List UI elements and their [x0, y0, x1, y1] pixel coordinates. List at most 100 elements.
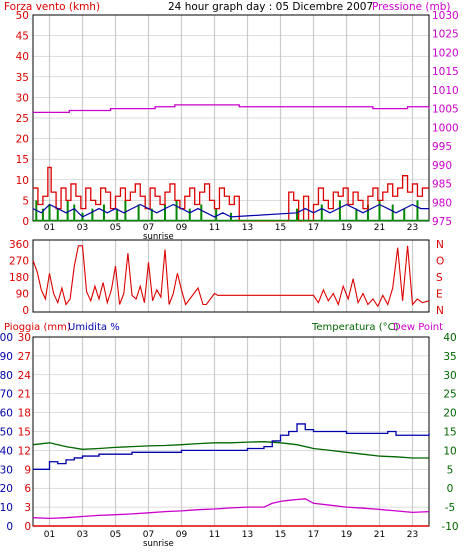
humidity-ticks: 0 10 20 30 40 50 60 70 80 90 100 — [0, 332, 13, 533]
pressure-tick-label: 1000 — [432, 122, 459, 134]
x-tick-label: 21 — [374, 530, 385, 540]
direction-series — [32, 245, 430, 308]
rain-tick-label: 18 — [18, 408, 31, 420]
humidity-tick-label: 70 — [0, 389, 13, 401]
wind-direction-line — [32, 245, 430, 308]
rain-axis-label: Pioggia (mm) — [4, 322, 71, 333]
rain-tick-label: 21 — [18, 389, 31, 401]
pressure-line — [33, 104, 430, 114]
x-tick-label: 05 — [110, 223, 121, 233]
x-tick-label: 21 — [374, 223, 385, 233]
temperature-tick-label: 30 — [443, 370, 456, 382]
temperature-tick-label: 25 — [443, 389, 456, 401]
pressure-tick-label: 1025 — [432, 29, 459, 41]
x-tick-label: 01 — [44, 530, 55, 540]
x-tick-label: 19 — [341, 530, 353, 540]
sunrise-label-bottom: sunrise — [143, 539, 174, 549]
pressure-tick-label: 1015 — [432, 66, 459, 78]
humidity-temperature-series — [32, 423, 430, 527]
x-tick-label: 23 — [407, 530, 418, 540]
humidity-tick-label: 100 — [0, 332, 13, 344]
rain-tick-label: 15 — [18, 427, 31, 439]
wind-tick-label: 10 — [16, 175, 29, 187]
x-tick-label: 17 — [308, 223, 319, 233]
rain-tick-label: 0 — [24, 521, 31, 533]
direction-degree-label: 90 — [16, 289, 29, 301]
x-tick-label: 13 — [242, 223, 253, 233]
humidity-tick-label: 50 — [0, 427, 13, 439]
x-tick-label: 17 — [308, 530, 319, 540]
wind-speed-ticks: 0 5 10 15 20 25 30 35 40 45 50 — [16, 10, 29, 228]
temperature-tick-label: 5 — [447, 464, 454, 476]
wind-pressure-series — [32, 104, 430, 222]
wind-tick-label: 45 — [16, 31, 29, 43]
x-tick-label: 01 — [44, 223, 55, 233]
humidity-tick-label: 0 — [6, 521, 13, 533]
rain-tick-label: 27 — [18, 351, 31, 363]
direction-degree-label: 180 — [9, 272, 29, 284]
pressure-ticks: 975 980 985 990 995 1000 1005 1010 1015 1020 1025 1… — [432, 10, 459, 228]
rain-tick-label: 24 — [18, 370, 32, 382]
temperature-tick-label: 10 — [443, 445, 456, 457]
wind-tick-label: 30 — [16, 92, 29, 104]
temperature-tick-label: 35 — [443, 351, 456, 363]
x-tick-label: 15 — [275, 530, 286, 540]
temperature-tick-label: 40 — [443, 332, 456, 344]
temperature-tick-label: -5 — [445, 502, 455, 514]
direction-degree-label: 0 — [22, 305, 29, 317]
temperature-tick-label: 15 — [443, 427, 456, 439]
rain-tick-label: 9 — [24, 464, 31, 476]
direction-degree-ticks: 0 90 180 270 360 — [9, 239, 29, 317]
rain-tick-label: 6 — [24, 483, 31, 495]
humidity-tick-label: 80 — [0, 370, 13, 382]
pressure-tick-label: 990 — [432, 160, 452, 172]
wind-tick-label: 50 — [16, 10, 29, 22]
wind-pressure-x-ticks: 01 03 05 07 09 11 13 15 17 19 21 23 — [44, 223, 418, 233]
wind-gust-line — [33, 166, 429, 222]
wind-tick-label: 15 — [16, 154, 29, 166]
rain-ticks: 0 3 6 9 12 15 18 21 24 27 30 — [18, 332, 32, 533]
rain-tick-label: 3 — [24, 502, 31, 514]
x-tick-label: 15 — [275, 223, 286, 233]
temperature-ticks: -10 -5 0 5 10 15 20 25 30 35 40 — [441, 332, 458, 533]
humidity-line — [33, 423, 430, 470]
direction-compass-label: N — [436, 305, 444, 317]
direction-degree-label: 360 — [9, 239, 29, 251]
dewpoint-axis-label: Dew Point — [393, 322, 443, 333]
humidity-tick-label: 20 — [0, 483, 13, 495]
x-tick-label: 19 — [341, 223, 353, 233]
temperature-tick-label: -10 — [441, 521, 458, 533]
direction-compass-label: O — [436, 256, 444, 268]
x-tick-label: 13 — [242, 530, 253, 540]
x-tick-label: 03 — [77, 530, 88, 540]
x-tick-label: 09 — [176, 223, 188, 233]
wind-tick-label: 25 — [16, 113, 29, 125]
pressure-tick-label: 985 — [432, 179, 452, 191]
x-tick-label: 11 — [209, 223, 220, 233]
direction-frame — [32, 239, 430, 313]
wind-tick-label: 5 — [22, 195, 29, 207]
direction-degree-label: 270 — [9, 256, 29, 268]
x-tick-label: 09 — [176, 530, 188, 540]
direction-compass-label: S — [436, 272, 443, 284]
temperature-tick-label: 0 — [447, 483, 454, 495]
pressure-tick-label: 975 — [432, 216, 452, 228]
humidity-axis-label: Umidita % — [68, 322, 120, 333]
pressure-tick-label: 995 — [432, 141, 452, 153]
dewpoint-line — [32, 498, 430, 520]
humidity-tick-label: 60 — [0, 408, 13, 420]
graph-title: 24 hour graph day : 05 Dicembre 2007 — [168, 1, 373, 13]
x-tick-label: 11 — [209, 530, 220, 540]
temperature-axis-label: Temperatura (°C) — [311, 322, 399, 333]
wind-axis-label: Forza vento (kmh) — [4, 1, 100, 13]
humidity-tick-label: 90 — [0, 351, 13, 363]
humidity-temperature-x-ticks: 01 03 05 07 09 11 13 15 17 19 21 23 — [44, 530, 418, 540]
pressure-tick-label: 1020 — [432, 47, 459, 59]
x-tick-label: 23 — [407, 223, 418, 233]
x-tick-label: 05 — [110, 530, 121, 540]
wind-pressure-grid — [33, 14, 429, 222]
x-tick-label: 03 — [77, 223, 88, 233]
humidity-temperature-grid — [33, 336, 429, 527]
